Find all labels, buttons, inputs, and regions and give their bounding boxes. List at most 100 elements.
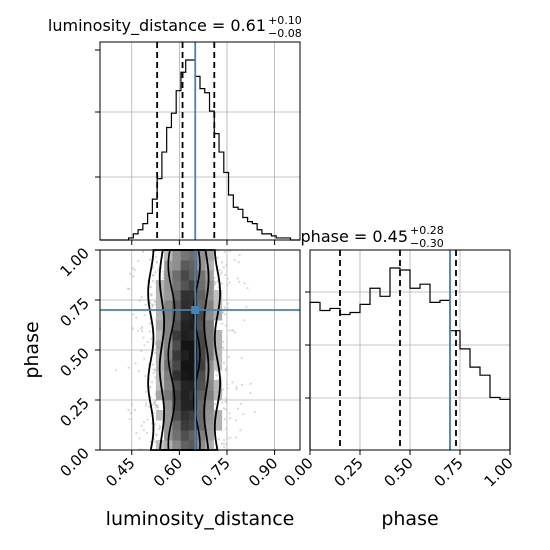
density-cell xyxy=(155,340,165,351)
sample-point xyxy=(223,417,226,421)
sample-point xyxy=(223,446,226,449)
sample-point xyxy=(142,429,145,432)
density-cell xyxy=(172,250,181,261)
sample-point xyxy=(237,261,240,264)
density-cell xyxy=(197,360,206,371)
sample-point xyxy=(127,366,130,369)
density-cell xyxy=(155,380,165,391)
sample-point xyxy=(226,302,230,305)
density-cell xyxy=(180,370,190,381)
sample-point xyxy=(215,374,218,377)
density-cell xyxy=(205,330,214,341)
density-cell xyxy=(205,400,214,411)
sample-point xyxy=(218,268,221,272)
density-cell xyxy=(197,260,206,271)
sample-point xyxy=(154,440,157,444)
sample-point xyxy=(220,261,224,264)
density-cell xyxy=(197,250,206,261)
density-cell xyxy=(188,360,198,371)
sample-point xyxy=(235,388,238,391)
sample-point xyxy=(129,412,132,415)
density-cell xyxy=(180,410,190,421)
sample-point xyxy=(152,371,155,375)
sample-point xyxy=(154,271,157,274)
sample-point xyxy=(153,351,156,355)
density-cell xyxy=(188,410,198,421)
sample-point xyxy=(229,436,232,439)
density-cell xyxy=(180,400,190,411)
density-cell xyxy=(180,310,190,321)
sample-point xyxy=(156,406,159,409)
sample-point xyxy=(222,346,225,349)
density-cell xyxy=(180,430,190,441)
sample-point xyxy=(144,374,147,378)
sample-point xyxy=(138,299,141,303)
density-cell xyxy=(205,290,214,301)
sample-point xyxy=(140,296,143,299)
joint-xtick-label-1: 0.60 xyxy=(150,454,186,490)
sample-point xyxy=(223,313,226,316)
density-cell xyxy=(180,420,190,431)
density-cell xyxy=(197,330,206,341)
joint-xtick-label-3: 0.90 xyxy=(245,454,281,490)
sample-point xyxy=(221,322,224,325)
sample-point xyxy=(154,342,157,346)
joint-truth-marker xyxy=(191,306,200,314)
joint-ylabel: phase xyxy=(21,321,43,378)
sample-point xyxy=(253,410,256,414)
sample-point xyxy=(140,349,143,353)
sample-point xyxy=(231,381,234,384)
sample-point xyxy=(137,329,140,332)
sample-point xyxy=(228,412,231,415)
density-cell xyxy=(172,400,181,411)
sample-point xyxy=(223,306,226,309)
density-cell xyxy=(205,390,214,401)
density-cell xyxy=(205,250,214,261)
density-cell xyxy=(172,330,181,341)
phase-xtick-label-4: 1.00 xyxy=(480,454,516,490)
sample-point xyxy=(233,258,236,261)
density-cell xyxy=(213,410,223,421)
density-cell xyxy=(197,310,206,321)
sample-point xyxy=(216,370,219,373)
density-cell xyxy=(197,440,206,451)
sample-point xyxy=(134,362,137,365)
sample-point xyxy=(226,284,229,287)
sample-point xyxy=(154,300,157,304)
sample-point xyxy=(234,419,237,422)
sample-point xyxy=(161,270,164,273)
sample-point xyxy=(242,412,245,416)
joint-xlabel: luminosity_distance xyxy=(106,508,295,530)
sample-point xyxy=(157,428,160,431)
density-cell xyxy=(197,370,206,381)
sample-point xyxy=(149,301,152,304)
density-cell xyxy=(180,330,190,341)
sample-point xyxy=(235,436,238,439)
density-cell xyxy=(164,310,173,321)
sample-point xyxy=(131,328,134,331)
sample-point xyxy=(226,386,229,390)
sample-point xyxy=(231,329,234,332)
sample-point xyxy=(151,279,154,283)
phase-xtick-label-0: 0.00 xyxy=(280,454,316,490)
sample-point xyxy=(226,437,229,440)
sample-point xyxy=(152,368,155,371)
density-cell xyxy=(164,300,173,311)
density-cell xyxy=(197,290,206,301)
density-cell xyxy=(197,300,206,311)
density-cell xyxy=(172,340,181,351)
density-cell xyxy=(172,270,181,281)
sample-point xyxy=(154,376,157,379)
joint-density-cells xyxy=(155,250,223,451)
density-cell xyxy=(172,310,181,321)
density-cell xyxy=(172,360,181,371)
sample-point xyxy=(141,330,144,333)
density-cell xyxy=(205,300,214,311)
ld-histogram-step xyxy=(100,59,300,241)
density-cell xyxy=(172,380,181,391)
sample-point xyxy=(145,390,148,394)
sample-point xyxy=(222,266,225,269)
density-cell xyxy=(172,300,181,311)
sample-point xyxy=(216,256,219,259)
density-cell xyxy=(164,400,173,411)
